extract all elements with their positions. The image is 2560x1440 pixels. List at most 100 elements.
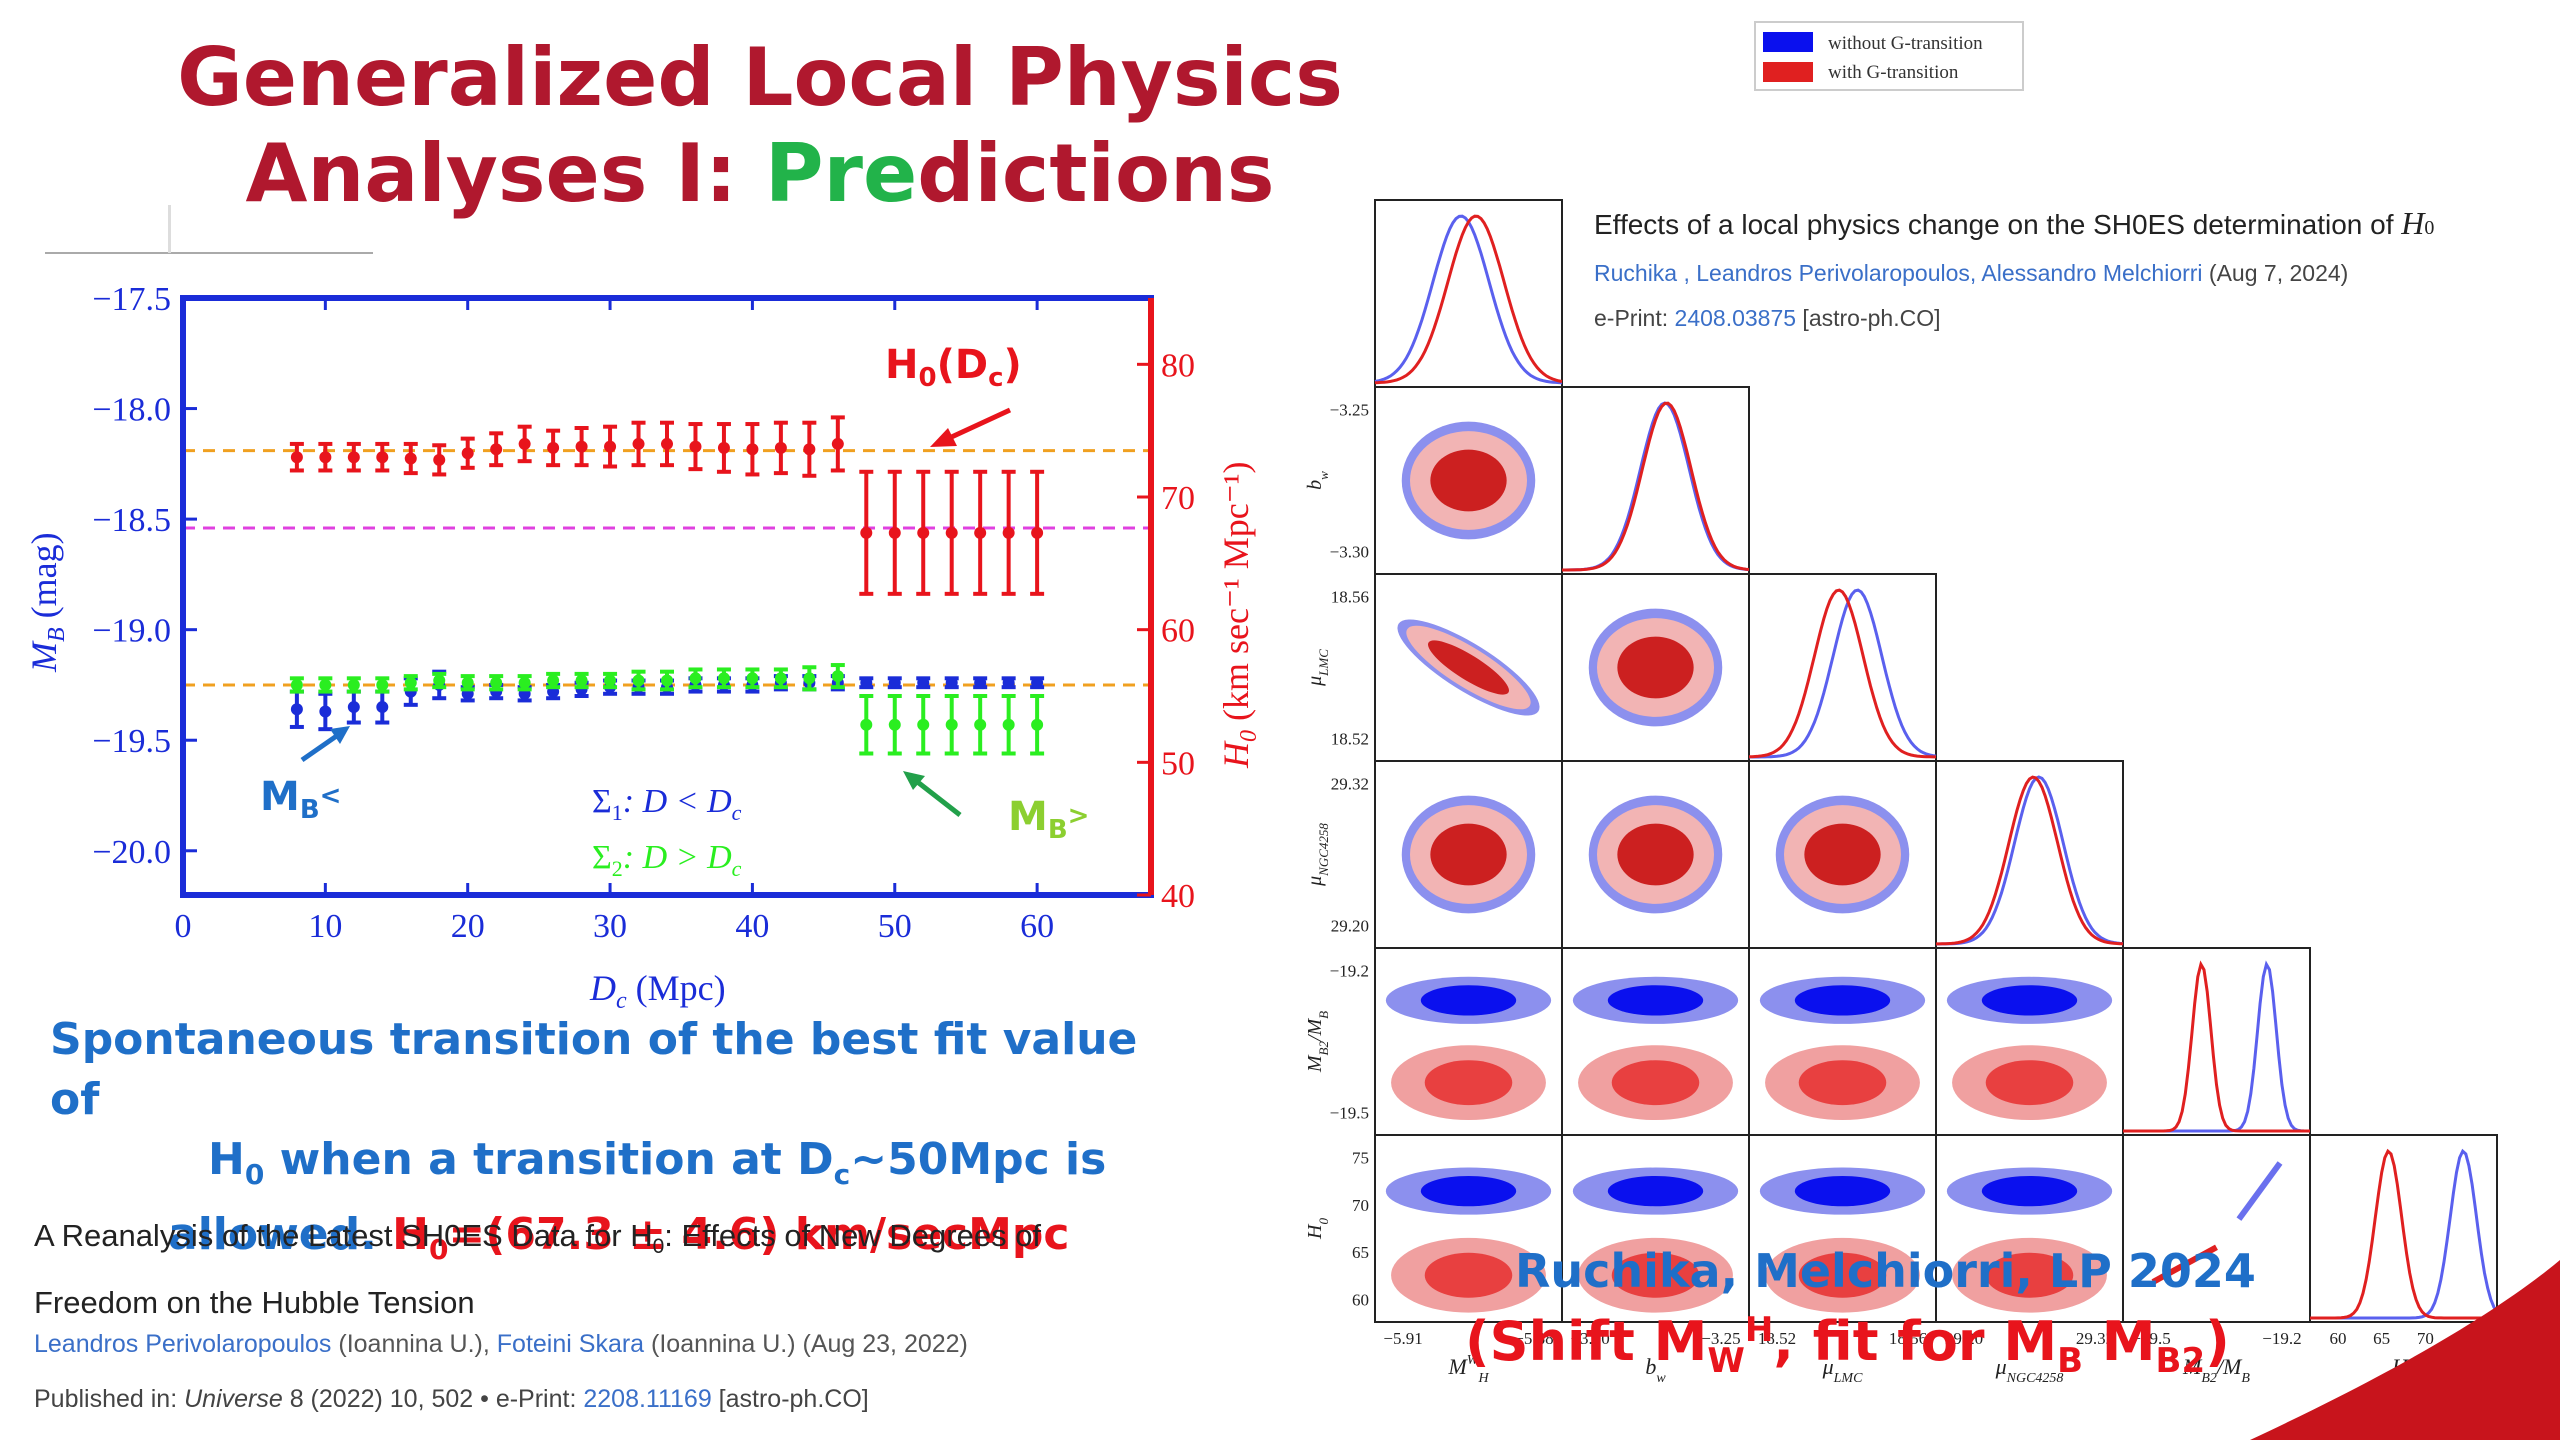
reference2-eprint-link[interactable]: 2408.03875 [1674,305,1797,331]
data-point-s0-4 [404,452,417,465]
legend-swatch-with [1763,62,1813,82]
caption-end: ~50Mpc is [850,1134,1107,1185]
pub-eprint-link[interactable]: 2208.11169 [583,1385,712,1413]
data-point-s1-23 [945,676,958,689]
data-point-s2-17 [774,672,787,685]
corner-ytick-3-0: 29.32 [1331,774,1369,793]
reference1-publication: Published in: Universe 8 (2022) 10, 502 … [34,1385,1234,1414]
y2-tick-label-2: 60 [1161,613,1195,650]
y-axis-label: MB (mag) [24,532,70,673]
corner-ytick-5-1: 70 [1352,1196,1369,1215]
corner-xlabel-4: MB2/MB [2182,1354,2250,1386]
data-point-s2-23 [945,718,958,731]
author-link-perivolaropoulos[interactable]: Leandros Perivolaropoulos [34,1330,332,1358]
corner-xlabel-0: MWH [1447,1353,1489,1386]
shift-h: ) [2205,1310,2230,1373]
corner-xtick-1-1: −3.25 [1701,1329,1740,1348]
legend-label-with: with G-transition [1828,62,1959,83]
data-point-s1-2 [347,701,360,714]
data-point-s2-11 [604,674,617,687]
mb-below-label: MB< [260,774,341,825]
contour1-without-5-3 [1981,1175,2078,1207]
data-point-s1-22 [917,676,930,689]
data-point-s2-0 [290,678,303,691]
data-point-s2-20 [860,718,873,731]
data-point-s0-11 [604,440,617,453]
caption-h: H [208,1134,245,1185]
reference2-author-links[interactable]: Ruchika , Leandros Perivolaropoulos, Ale… [1594,260,2203,286]
data-point-s2-21 [888,718,901,731]
divider-line [45,252,373,254]
contour1-with-4-3 [1985,1060,2074,1106]
caption-line-2: H0 when a transition at Dc~50Mpc is [40,1130,1200,1205]
caption-allowed: allowed. [168,1208,393,1260]
corner-ytick-5-0: 75 [1352,1148,1369,1167]
corner-xlabel-2: μLMC [1822,1354,1863,1386]
data-point-s0-15 [717,441,730,454]
shift-a: (Shift M [1465,1310,1708,1373]
corner-ytick-1-1: −3.30 [1330,543,1369,562]
data-point-s1-3 [376,701,389,714]
shift-b: W [1707,1340,1745,1381]
contour1-with-5-1 [1611,1252,1700,1298]
data-point-s2-10 [575,674,588,687]
reference1-authors: Leandros Perivolaropoulos (Ioannina U.),… [34,1330,1234,1359]
contour1-with-3-0 [1430,823,1507,886]
data-point-s2-2 [347,678,360,691]
corner-ytick-2-0: 18.56 [1331,587,1369,606]
author-affil-2: (Ioannina U.) (Aug 23, 2022) [644,1330,968,1358]
corner-xtick-0-1: −5.88 [1514,1329,1553,1348]
corner-xtick-3-1: 29.32 [2076,1329,2114,1348]
corner-ytick-4-0: −19.2 [1330,961,1369,980]
caption-mid: when a transition at D [264,1134,834,1185]
data-point-s2-5 [433,674,446,687]
data-point-s0-22 [917,526,930,539]
corner-xtick-3-0: 29.20 [1945,1329,1983,1348]
reference1-title: A Reanalysis of the Latest SH0ES Data fo… [34,1208,1234,1331]
data-point-s0-20 [860,526,873,539]
contour1-with-2-1 [1617,636,1694,699]
reference2-authors: Ruchika , Leandros Perivolaropoulos, Ale… [1594,260,2348,287]
author-link-skara[interactable]: Foteini Skara [496,1330,645,1358]
x-tick-label-3: 30 [593,908,627,945]
title-line-2-b: Pre [764,127,918,220]
contour1-with-5-0 [1424,1252,1513,1298]
data-point-s2-25 [1002,718,1015,731]
legend-label-without: without G-transition [1828,33,1983,54]
data-point-s2-15 [717,672,730,685]
mb-above-arrow [913,778,962,817]
pub-journal: Universe [184,1385,283,1413]
mb-below-arrow [300,732,340,763]
contour1-without-5-2 [1794,1175,1891,1207]
corner-ytick-2-1: 18.52 [1331,730,1369,749]
caption-h0-sub: 0 [428,1232,449,1266]
data-point-s2-6 [461,676,474,689]
corner-xtick-4-0: −19.5 [2131,1329,2170,1348]
shift-note: (Shift MWH, fit for MB MB2) [1465,1310,2230,1381]
data-point-s0-10 [575,440,588,453]
posterior-with-2 [1748,588,1936,759]
x-tick-label-0: 0 [175,908,192,945]
sigma2-annotation: Σ2: D > Dc [592,839,742,881]
data-point-s0-23 [945,526,958,539]
data-point-s1-0 [290,703,303,716]
y-tick-label-4: −19.5 [92,723,171,760]
posterior-with-4 [2123,960,2310,1133]
data-point-s1-20 [860,676,873,689]
contour1-with-3-1 [1617,823,1694,886]
posterior-without-3 [1936,775,2124,946]
reference2-title-sub: 0 [2424,217,2435,239]
corner-xtick-2-0: 18.52 [1758,1329,1796,1348]
pub-cat: [astro-ph.CO] [711,1385,869,1413]
contour1-without-4-0 [1420,985,1517,1016]
data-point-s0-3 [376,451,389,464]
corner-ytick-1-0: −3.25 [1330,400,1369,419]
shift-f: M [2083,1310,2156,1373]
y2-tick-label-4: 80 [1161,347,1195,384]
shift-g: B2 [2155,1340,2206,1381]
corner-ylabel-2: μLMC [1304,649,1331,687]
contour1-with-5-2 [1798,1252,1887,1298]
data-point-s1-26 [1031,676,1044,689]
y2-tick-label-1: 50 [1161,745,1195,782]
